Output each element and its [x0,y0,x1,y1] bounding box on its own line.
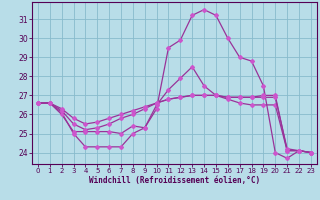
X-axis label: Windchill (Refroidissement éolien,°C): Windchill (Refroidissement éolien,°C) [89,176,260,185]
